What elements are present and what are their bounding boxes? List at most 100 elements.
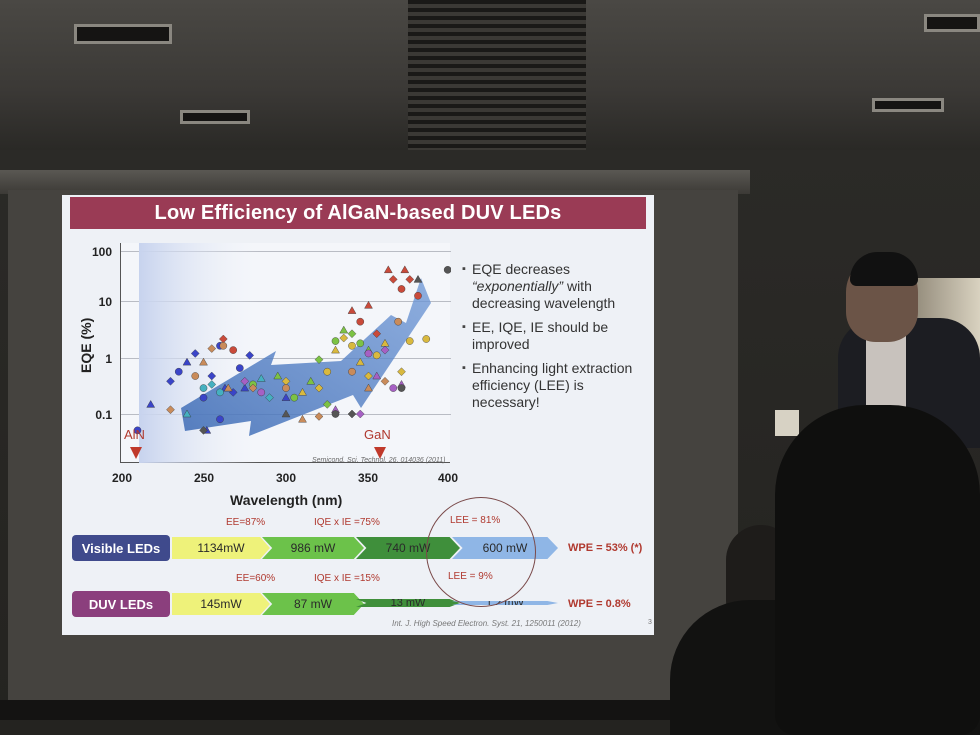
data-point xyxy=(240,383,250,392)
aln-label: AlN xyxy=(124,427,145,442)
lee-highlight-circle xyxy=(426,497,536,607)
data-point xyxy=(380,345,390,355)
data-point xyxy=(314,383,324,393)
data-point xyxy=(174,367,183,376)
data-point xyxy=(190,349,200,358)
slide: Low Efficiency of AlGaN-based DUV LEDs E… xyxy=(62,195,654,635)
data-point xyxy=(347,329,357,339)
y-tick-label: 100 xyxy=(91,245,112,259)
data-point xyxy=(298,387,307,396)
data-point xyxy=(372,371,382,380)
data-point xyxy=(388,275,398,284)
ceiling-vent xyxy=(408,0,586,158)
data-point xyxy=(331,345,340,354)
data-point xyxy=(339,333,349,343)
data-point xyxy=(245,351,254,360)
bullet-item: Enhancing light extraction efficiency (L… xyxy=(462,360,652,411)
data-point xyxy=(405,337,414,345)
slide-title: Low Efficiency of AlGaN-based DUV LEDs xyxy=(154,201,562,224)
data-point xyxy=(273,371,283,380)
aln-arrow-icon xyxy=(130,447,142,459)
plot-area xyxy=(120,243,451,463)
scatter-plot xyxy=(133,243,451,463)
y-tick-label: 1 xyxy=(105,352,112,366)
ceiling-light xyxy=(872,98,944,112)
data-point xyxy=(422,335,431,343)
data-point xyxy=(347,306,357,314)
x-axis-label: Wavelength (nm) xyxy=(230,492,343,508)
x-tick-label: 350 xyxy=(357,471,379,485)
data-point xyxy=(182,357,192,366)
data-point xyxy=(240,377,250,386)
data-point xyxy=(364,371,373,381)
data-point xyxy=(133,426,142,435)
data-point xyxy=(380,377,390,386)
data-point xyxy=(166,405,175,414)
data-point xyxy=(290,393,299,402)
data-point xyxy=(236,364,244,372)
data-point xyxy=(347,409,357,419)
visible-ee-label: EE=87% xyxy=(226,517,266,528)
audience-member-head xyxy=(775,405,980,735)
y-tick-label: 0.1 xyxy=(95,408,112,422)
data-point xyxy=(281,393,291,401)
bullet-item: EE, IQE, IE should be improved xyxy=(462,319,652,353)
visible-iqe-label: IQE x IE =75% xyxy=(314,517,380,528)
data-point xyxy=(397,367,406,377)
data-point xyxy=(207,380,217,389)
data-point xyxy=(298,414,307,423)
x-tick-label: 250 xyxy=(193,471,215,485)
data-point xyxy=(257,388,266,397)
data-point xyxy=(207,344,217,353)
bullet-text: EE, IQE, IE should be improved xyxy=(472,319,609,352)
bullet-text: Enhancing light extraction efficiency (L… xyxy=(472,360,633,410)
chart-citation: Semicond. Sci. Technol. 26, 014036 (2011… xyxy=(312,457,446,464)
duv-step: 1.2 mW xyxy=(452,601,558,605)
background-shade xyxy=(139,243,339,463)
data-point xyxy=(339,325,349,334)
gan-label: GaN xyxy=(364,427,391,442)
data-point xyxy=(256,374,266,382)
data-point xyxy=(166,377,175,386)
data-point xyxy=(248,383,258,393)
data-point xyxy=(191,372,200,380)
wall-sign xyxy=(775,410,799,436)
trend-arrow xyxy=(181,278,431,436)
data-point xyxy=(314,412,324,421)
data-point xyxy=(356,317,365,326)
data-point xyxy=(364,349,373,358)
data-point xyxy=(356,339,365,348)
data-point xyxy=(199,384,208,392)
duv-ee-label: EE=60% xyxy=(236,573,276,584)
data-point xyxy=(306,376,316,385)
data-point xyxy=(216,415,224,424)
slide-title-bar: Low Efficiency of AlGaN-based DUV LEDs xyxy=(70,197,646,229)
duv-wpe: WPE = 0.8% xyxy=(568,598,631,610)
data-point xyxy=(331,410,340,418)
data-point xyxy=(223,383,233,392)
ceiling-light xyxy=(74,24,172,44)
data-point xyxy=(372,329,382,339)
x-tick-label: 200 xyxy=(111,471,133,485)
data-point xyxy=(405,275,415,284)
data-point xyxy=(400,265,410,274)
duv-iqe-label: IQE x IE =15% xyxy=(314,573,380,584)
duv-step: 87 mW xyxy=(262,593,364,615)
visible-step: 986 mW xyxy=(262,537,364,559)
x-tick-label: 400 xyxy=(437,471,459,485)
data-point xyxy=(199,426,208,435)
data-point xyxy=(355,357,365,366)
bullet-text: EQE decreases xyxy=(472,261,571,277)
visible-step: 1134mW xyxy=(172,537,270,559)
bullet-item: EQE decreases “exponentially” with decre… xyxy=(462,261,652,312)
data-point xyxy=(229,346,237,354)
data-point xyxy=(207,371,217,381)
screen-bottom-edge xyxy=(0,700,720,720)
visible-wpe: WPE = 53% (*) xyxy=(568,542,643,554)
data-point xyxy=(355,409,365,419)
data-point xyxy=(265,393,274,402)
data-point xyxy=(216,388,224,397)
data-point xyxy=(443,266,451,274)
data-point xyxy=(199,393,208,402)
duv-step: 13 mW xyxy=(356,599,460,607)
